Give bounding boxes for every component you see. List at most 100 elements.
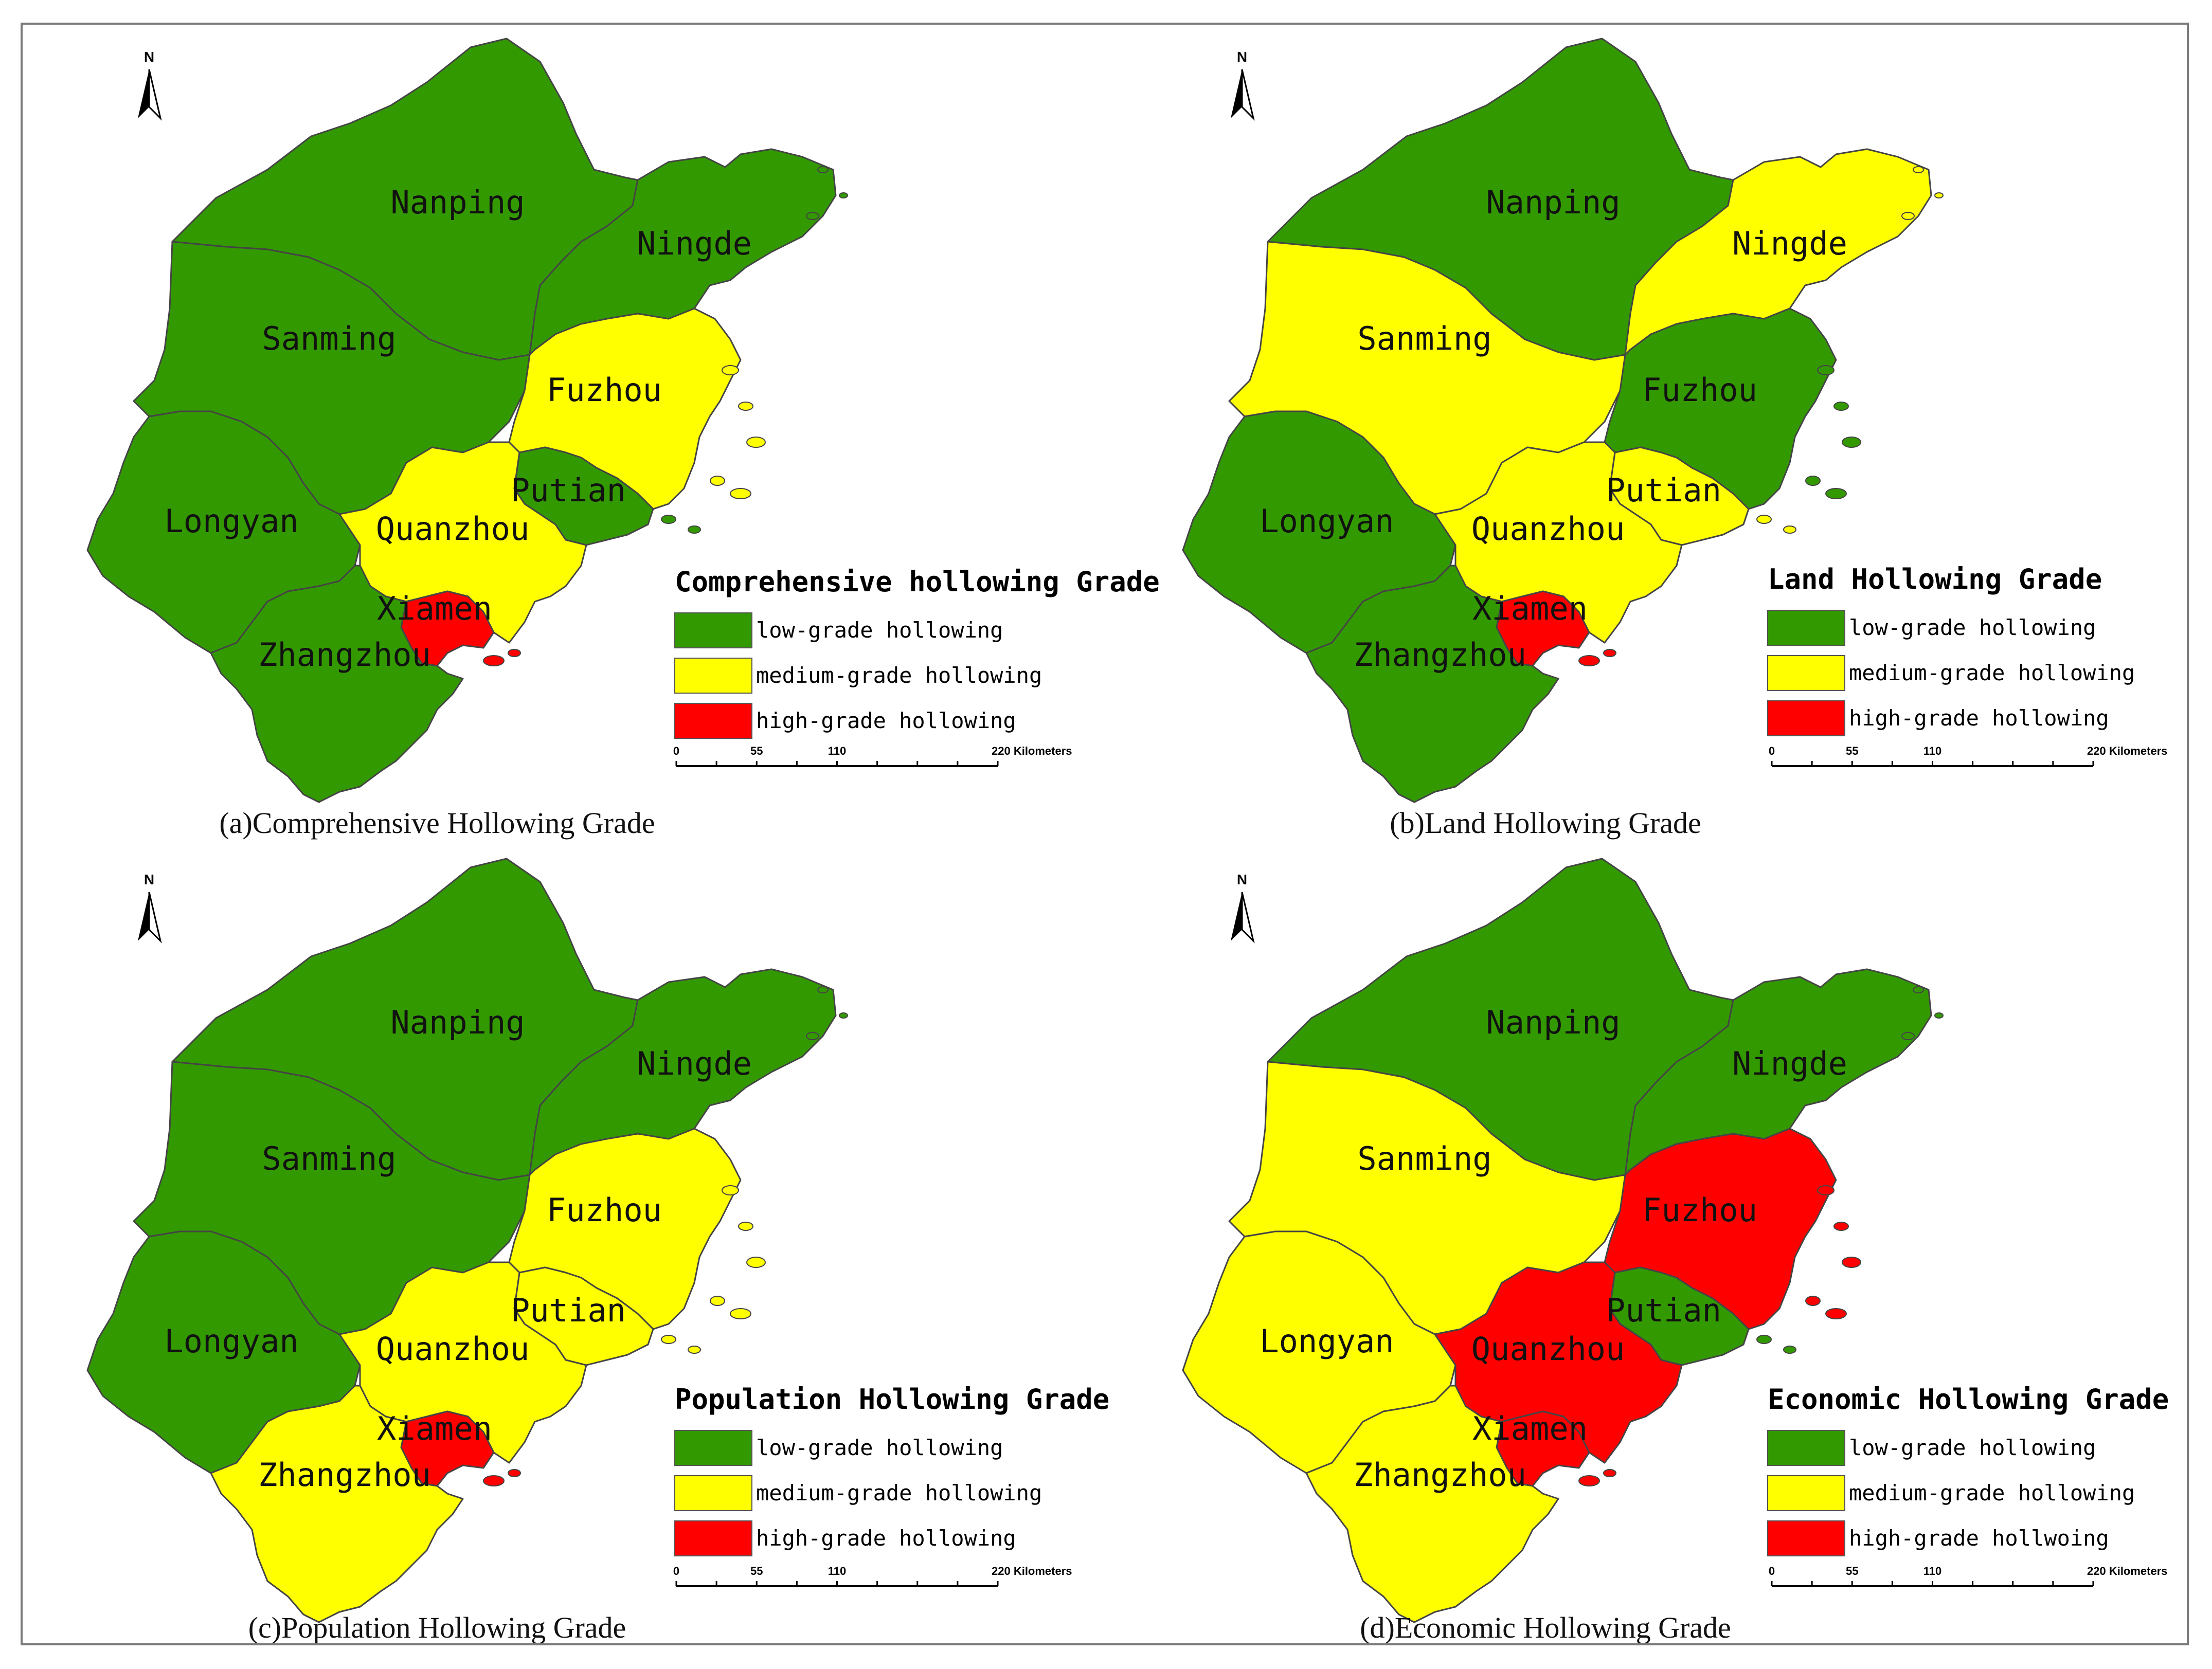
legend-swatch-low: [1767, 1430, 1845, 1466]
region-zhangzhou: [210, 1385, 464, 1623]
island: [806, 1032, 819, 1040]
island: [806, 212, 819, 220]
region-label-xiamen: Xiamen: [1472, 590, 1588, 627]
island: [738, 1222, 753, 1231]
island: [730, 488, 751, 499]
island: [1825, 1308, 1847, 1319]
scale-label: 0: [673, 745, 679, 757]
scale-label: 55: [750, 1565, 763, 1577]
region-label-zhangzhou: Zhangzhou: [1354, 1456, 1526, 1494]
north-arrow-icon-half: [148, 892, 162, 944]
island: [1842, 437, 1861, 448]
island: [730, 1308, 751, 1319]
legend-swatch-high: [674, 703, 752, 739]
legend-item-medium: medium-grade hollowing: [1849, 1480, 2135, 1505]
north-arrow-icon-half: [1241, 892, 1255, 944]
legend-swatch-high: [674, 1520, 752, 1556]
region-label-ningde: Ningde: [1732, 225, 1847, 262]
scale-label: 55: [1846, 1565, 1858, 1577]
island: [1578, 1475, 1600, 1486]
legend-swatch-low: [674, 612, 752, 648]
legend-item-medium: medium-grade hollowing: [1849, 660, 2135, 685]
region-label-nanping: Nanping: [1486, 184, 1620, 221]
region-zhangzhou: [210, 565, 464, 803]
legend-title: Land Hollowing Grade: [1768, 563, 2102, 595]
region-label-putian: Putian: [511, 1292, 626, 1329]
panel-caption: (b)Land Hollowing Grade: [1390, 806, 1701, 840]
island: [746, 437, 766, 448]
region-label-sanming: Sanming: [1357, 1140, 1491, 1177]
region-label-quanzhou: Quanzhou: [1471, 1330, 1625, 1368]
scale-label: 220 Kilometers: [992, 1565, 1072, 1577]
legend-item-medium: medium-grade hollowing: [756, 663, 1042, 688]
island: [1833, 1222, 1849, 1231]
region-label-nanping: Nanping: [1486, 1004, 1620, 1041]
island: [1603, 649, 1616, 657]
island: [746, 1257, 766, 1268]
region-label-quanzhou: Quanzhou: [376, 510, 530, 548]
legend-item-low: low-grade hollowing: [756, 1435, 1003, 1460]
scale-label: 110: [828, 1565, 847, 1577]
legend-title: Comprehensive hollowing Grade: [675, 566, 1160, 598]
scale-label: 220 Kilometers: [992, 745, 1072, 757]
region-ningde: [1624, 148, 1932, 356]
island: [1825, 488, 1847, 499]
region-label-xiamen: Xiamen: [1472, 1410, 1588, 1447]
island: [1805, 1296, 1821, 1306]
island: [1901, 1032, 1915, 1040]
map-panel-d: Nanping Ningde Sanming Fuzhou Putian Longyan Q…: [1182, 858, 2169, 1644]
map-regions: Nanping Ningde Sanming Fuzhou Putian Longyan Q…: [86, 38, 848, 803]
region-label-putian: Putian: [1606, 471, 1721, 509]
legend-swatch-low: [1767, 610, 1845, 646]
region-label-fuzhou: Fuzhou: [547, 1191, 662, 1229]
panel-caption: (a)Comprehensive Hollowing Grade: [219, 806, 655, 840]
island: [1783, 525, 1796, 534]
island: [817, 166, 829, 173]
map-regions: Nanping Ningde Sanming Fuzhou Putian Longyan Q…: [86, 858, 848, 1623]
scale-label: 55: [750, 745, 763, 757]
scale-label: 0: [1769, 1565, 1775, 1577]
region-label-longyan: Longyan: [164, 502, 298, 540]
island: [1817, 1185, 1835, 1195]
island: [1756, 515, 1772, 524]
map-panel-a: Nanping Ningde Sanming Fuzhou Putian Longyan Q…: [86, 38, 1160, 840]
island: [688, 1346, 701, 1354]
island: [483, 655, 505, 666]
region-label-nanping: Nanping: [390, 184, 525, 221]
north-label: N: [1237, 872, 1247, 887]
island: [710, 1296, 725, 1306]
region-label-fuzhou: Fuzhou: [1642, 1191, 1757, 1229]
legend-swatch-medium: [674, 1475, 752, 1511]
north-arrow-icon-half: [1241, 69, 1255, 121]
island: [1842, 1257, 1861, 1268]
map-regions: Nanping Ningde Sanming Fuzhou Putian Longyan Q…: [1182, 38, 1944, 803]
region-label-putian: Putian: [1606, 1292, 1721, 1329]
map-panel-b: Nanping Ningde Sanming Fuzhou Putian Longyan Q…: [1182, 38, 2168, 840]
region-ningde: [529, 968, 837, 1176]
region-ningde: [529, 148, 837, 356]
north-arrow-icon: [138, 69, 149, 118]
legend-item-high: high-grade hollwoing: [1849, 1526, 2109, 1551]
legend-swatch-low: [674, 1430, 752, 1466]
island: [722, 1185, 739, 1195]
island: [688, 525, 701, 534]
island: [1783, 1346, 1796, 1354]
north-label: N: [144, 872, 154, 887]
island: [710, 476, 725, 486]
scale-label: 110: [1923, 1565, 1942, 1577]
north-arrow-icon-half: [148, 69, 162, 121]
region-label-fuzhou: Fuzhou: [1642, 371, 1757, 409]
island: [1913, 986, 1924, 993]
island: [839, 1012, 848, 1019]
legend-item-high: high-grade hollowing: [1849, 705, 2109, 731]
island: [661, 515, 676, 524]
panel-caption: (c)Population Hollowing Grade: [248, 1611, 626, 1644]
island: [1913, 166, 1924, 173]
region-label-ningde: Ningde: [637, 1045, 752, 1082]
scale-label: 220 Kilometers: [2087, 1565, 2168, 1577]
island: [1934, 192, 1944, 198]
island: [508, 1469, 521, 1477]
north-label: N: [1237, 49, 1247, 65]
island: [1817, 365, 1835, 375]
